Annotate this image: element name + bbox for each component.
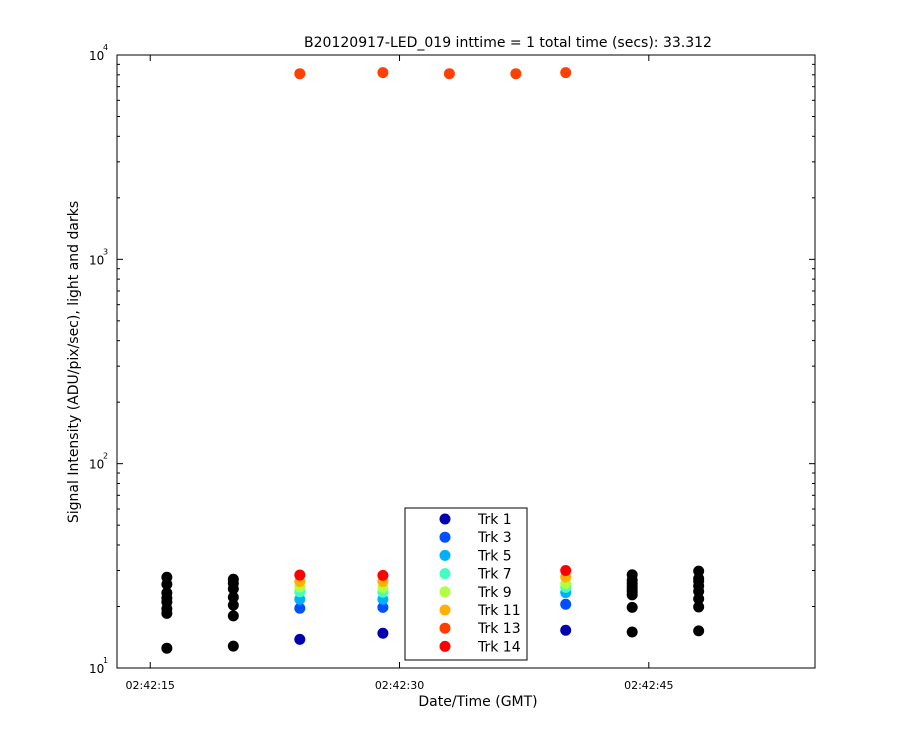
- legend-marker: [439, 622, 451, 634]
- y-tick-label: 10: [89, 662, 104, 676]
- legend-marker: [439, 531, 451, 543]
- data-point: [377, 569, 389, 581]
- y-tick-exponent: 3: [103, 247, 108, 256]
- data-point: [377, 627, 389, 639]
- data-point: [443, 68, 455, 80]
- legend-label: Trk 11: [477, 603, 521, 619]
- x-tick-label: 02:42:15: [126, 679, 175, 692]
- legend-label: Trk 14: [477, 639, 521, 655]
- y-tick-exponent: 1: [103, 656, 108, 665]
- data-point: [227, 599, 239, 611]
- data-point: [227, 591, 239, 603]
- data-point: [560, 565, 572, 577]
- legend-items: Trk 1 Trk 3 Trk 5 Trk 7 Trk 9 Trk 11 Trk 13 Trk…: [439, 512, 521, 655]
- data-point: [294, 569, 306, 581]
- data-point: [294, 68, 306, 80]
- data-point: [227, 610, 239, 622]
- data-point: [560, 624, 572, 636]
- legend-marker: [439, 640, 451, 652]
- legend-label: Trk 3: [477, 530, 512, 546]
- x-tick-label: 02:42:30: [375, 679, 424, 692]
- data-point: [294, 602, 306, 614]
- data-point: [560, 67, 572, 79]
- data-point: [693, 601, 705, 613]
- y-tick-label: 10: [89, 253, 104, 267]
- legend-marker: [439, 549, 451, 561]
- data-point: [560, 598, 572, 610]
- y-tick-label: 10: [89, 49, 104, 63]
- legend-label: Trk 7: [477, 567, 512, 583]
- legend-marker: [439, 513, 451, 525]
- legend-box: [404, 507, 528, 661]
- data-point: [377, 601, 389, 613]
- data-point: [161, 642, 173, 654]
- data-points: [161, 67, 705, 654]
- data-point: [161, 571, 173, 583]
- legend-label: Trk 5: [477, 548, 512, 564]
- x-tick-label: 02:42:45: [624, 679, 673, 692]
- legend-label: Trk 9: [477, 585, 512, 601]
- data-point: [294, 633, 306, 645]
- data-point: [161, 587, 173, 599]
- y-tick-label: 10: [89, 458, 104, 472]
- legend-marker: [439, 604, 451, 616]
- data-point: [227, 573, 239, 585]
- legend: Trk 1 Trk 3 Trk 5 Trk 7 Trk 9 Trk 11 Trk 13 Trk…: [404, 507, 528, 661]
- data-point: [377, 67, 389, 79]
- y-tick-exponent: 2: [103, 452, 108, 461]
- data-point: [227, 640, 239, 652]
- legend-marker: [439, 568, 451, 580]
- y-tick-exponent: 4: [103, 43, 108, 52]
- data-point: [626, 569, 638, 581]
- x-axis-ticks: 02:42:15 02:42:30 02:42:45: [126, 55, 674, 692]
- data-point: [693, 625, 705, 637]
- data-point: [693, 565, 705, 577]
- legend-label: Trk 1: [477, 512, 512, 528]
- legend-marker: [439, 586, 451, 598]
- data-point: [626, 626, 638, 638]
- legend-label: Trk 13: [477, 621, 521, 637]
- x-axis-label: Date/Time (GMT): [418, 694, 537, 710]
- data-point: [626, 601, 638, 613]
- y-axis-label: Signal Intensity (ADU/pix/sec), light an…: [66, 201, 82, 523]
- data-point: [510, 68, 522, 80]
- chart-title: B20120917-LED_019 inttime = 1 total time…: [304, 35, 712, 51]
